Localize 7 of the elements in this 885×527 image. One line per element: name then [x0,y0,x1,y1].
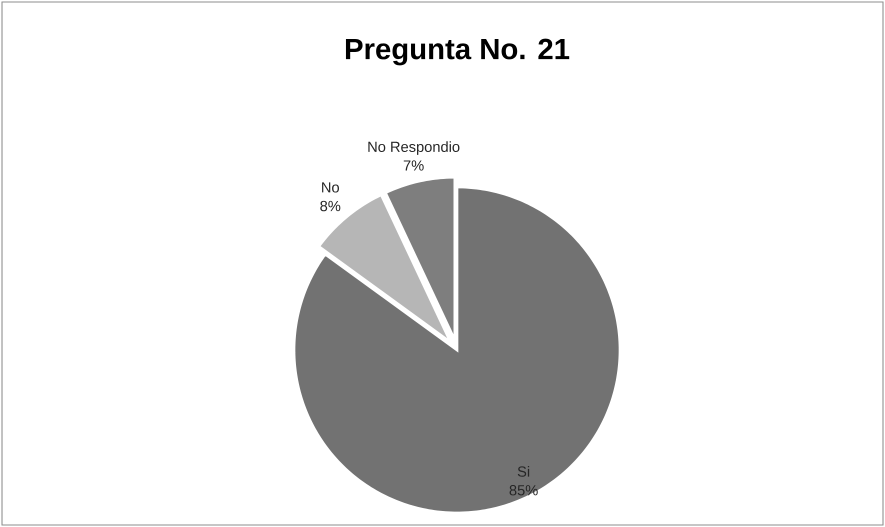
data-label: 7% [404,160,424,171]
slice-label: Si [518,466,530,477]
slice-label: No Respondio [368,141,460,155]
slice-label: No [322,182,339,193]
chart-title: Pregunta No. 21 [346,38,570,66]
data-label: 85% [510,485,538,496]
data-label: 8% [320,200,340,212]
